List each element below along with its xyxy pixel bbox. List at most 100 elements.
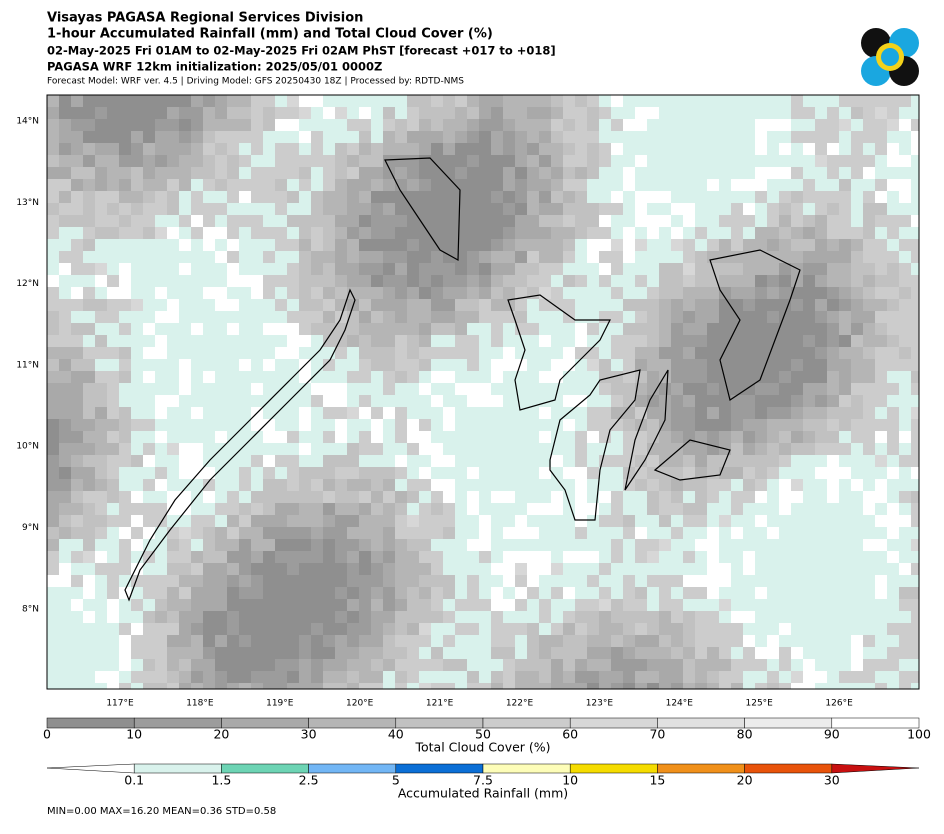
cloud-cell (419, 95, 431, 107)
cloud-cell (623, 335, 635, 347)
cloud-cell (299, 683, 311, 689)
cloud-cell (695, 383, 707, 395)
cloud-cell (767, 119, 779, 131)
cloud-cell (551, 95, 563, 107)
cloud-cell (611, 287, 623, 299)
cloud-cell (155, 635, 167, 647)
cloud-cell (815, 359, 827, 371)
cloud-cell (95, 143, 107, 155)
cloud-cell (227, 683, 239, 689)
cloud-cell (539, 467, 551, 479)
cloud-cell (479, 383, 491, 395)
cloud-cell (539, 203, 551, 215)
cloud-cell (119, 107, 131, 119)
cloud-cell (743, 407, 755, 419)
cloud-cell (491, 299, 503, 311)
cloud-cell (131, 143, 143, 155)
cloud-cell (827, 107, 839, 119)
cloud-cell (551, 239, 563, 251)
cloud-cell (455, 239, 467, 251)
cloud-cell (587, 419, 599, 431)
cloud-cell (623, 587, 635, 599)
cloud-cell (371, 311, 383, 323)
cloud-cell (635, 395, 647, 407)
cloud-cell (587, 611, 599, 623)
cloud-cell (83, 131, 95, 143)
cloud-cell (311, 263, 323, 275)
cloud-cell (587, 659, 599, 671)
cloud-cell (803, 131, 815, 143)
cloud-cell (287, 431, 299, 443)
cloud-cell (839, 407, 851, 419)
cloud-cell (911, 275, 919, 287)
cloud-cell (251, 167, 263, 179)
cloud-cell (359, 287, 371, 299)
cloud-cell (359, 275, 371, 287)
cloud-cell (407, 611, 419, 623)
cloud-cell (755, 131, 767, 143)
cloud-cell (203, 647, 215, 659)
cloud-cell (95, 263, 107, 275)
cloud-cell (431, 683, 443, 689)
cloud-cell (731, 407, 743, 419)
cloud-cell (383, 563, 395, 575)
cloud-cell (875, 683, 887, 689)
cloud-cell (827, 443, 839, 455)
cloud-cell (851, 395, 863, 407)
cloud-cell (299, 659, 311, 671)
cloud-cell (899, 683, 911, 689)
cloud-cell (479, 107, 491, 119)
cloud-cell (431, 167, 443, 179)
cloud-cell (383, 503, 395, 515)
cloud-cell (539, 251, 551, 263)
cloud-cell (863, 323, 875, 335)
cloud-cell (815, 443, 827, 455)
cloud-cell (659, 623, 671, 635)
cloud-cell (131, 539, 143, 551)
cloud-cell (899, 311, 911, 323)
cloud-cell (311, 671, 323, 683)
cloud-cell (95, 275, 107, 287)
cloud-cell (851, 407, 863, 419)
cloud-cell (275, 611, 287, 623)
cloud-cell (503, 119, 515, 131)
cloud-cell (479, 239, 491, 251)
cloud-cell (635, 155, 647, 167)
cloud-cell (407, 275, 419, 287)
cloud-cell (119, 131, 131, 143)
cloud-cell (323, 107, 335, 119)
cloud-cell (479, 167, 491, 179)
cloud-cell (623, 119, 635, 131)
cloud-cell (155, 287, 167, 299)
cloud-cell (599, 599, 611, 611)
cloud-cell (875, 311, 887, 323)
cloud-cell (323, 623, 335, 635)
cloud-cell (251, 623, 263, 635)
cloud-cell (539, 563, 551, 575)
cloud-cell (407, 599, 419, 611)
cloud-cell (239, 539, 251, 551)
cloud-cell (107, 611, 119, 623)
cloud-cell (815, 395, 827, 407)
cloud-cell (779, 143, 791, 155)
cloud-cell (443, 311, 455, 323)
cloud-cell (563, 659, 575, 671)
cloud-cell (623, 515, 635, 527)
cloud-cell (251, 527, 263, 539)
cloud-cell (287, 623, 299, 635)
cloud-cell (407, 539, 419, 551)
cloud-cell (839, 215, 851, 227)
cloud-cell (659, 599, 671, 611)
cloud-cell (551, 143, 563, 155)
cloud-cell (719, 263, 731, 275)
cloud-cell (575, 431, 587, 443)
cloud-cell (215, 635, 227, 647)
cloud-cell (683, 275, 695, 287)
cloud-cell (71, 407, 83, 419)
cloud-cell (683, 383, 695, 395)
cloud-cell (275, 143, 287, 155)
cloud-cell (407, 575, 419, 587)
cloud-cell (899, 335, 911, 347)
cloud-cell (47, 107, 59, 119)
cloud-cell (695, 479, 707, 491)
